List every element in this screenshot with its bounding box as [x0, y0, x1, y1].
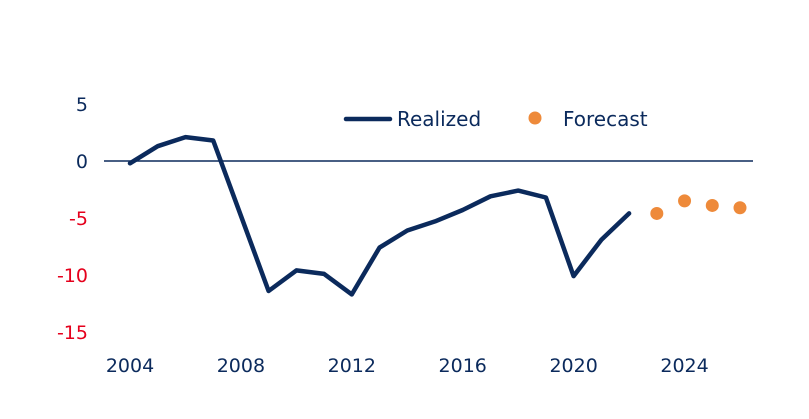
y-axis-ticks: 5 0 -5 -10 -15 [57, 94, 88, 344]
legend-forecast-swatch [528, 111, 542, 125]
forecast-point [705, 198, 719, 212]
y-tick-label: -10 [57, 265, 88, 287]
realized-series-line [127, 134, 632, 297]
legend: Realized Forecast [343, 107, 648, 131]
forecast-point [650, 206, 664, 220]
x-tick-label: 2020 [549, 355, 597, 377]
x-tick-label: 2024 [660, 355, 708, 377]
y-tick-label: 0 [76, 151, 88, 173]
x-tick-label: 2004 [106, 355, 154, 377]
forecast-point [733, 201, 747, 215]
x-tick-label: 2008 [217, 355, 265, 377]
legend-realized-label: Realized [397, 107, 481, 131]
y-tick-label: -15 [57, 322, 88, 344]
forecast-point [678, 194, 692, 208]
y-tick-label: -5 [69, 208, 88, 230]
legend-forecast-label: Forecast [563, 107, 648, 131]
y-tick-label: 5 [76, 94, 88, 116]
x-tick-label: 2016 [439, 355, 487, 377]
series-layer [127, 134, 747, 297]
x-axis-ticks: 2004 2008 2012 2016 2020 2024 [106, 355, 709, 377]
x-tick-label: 2012 [328, 355, 376, 377]
